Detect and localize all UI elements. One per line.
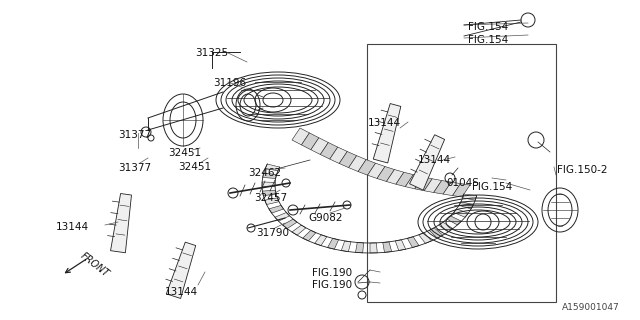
Text: 13144: 13144 bbox=[418, 155, 451, 165]
Text: A159001047: A159001047 bbox=[563, 303, 620, 312]
Polygon shape bbox=[438, 222, 453, 232]
Polygon shape bbox=[328, 238, 339, 249]
Polygon shape bbox=[355, 243, 364, 253]
Polygon shape bbox=[407, 237, 419, 248]
Polygon shape bbox=[315, 235, 327, 245]
Polygon shape bbox=[339, 151, 356, 168]
Polygon shape bbox=[262, 173, 276, 179]
Text: 31377: 31377 bbox=[118, 130, 151, 140]
Polygon shape bbox=[330, 147, 348, 164]
Polygon shape bbox=[349, 156, 366, 172]
Text: FIG.190: FIG.190 bbox=[312, 280, 352, 290]
Text: 32451: 32451 bbox=[168, 148, 201, 158]
Text: FIG.154: FIG.154 bbox=[468, 22, 508, 32]
Text: FIG.190: FIG.190 bbox=[312, 268, 352, 278]
Polygon shape bbox=[262, 182, 275, 187]
Text: FRONT: FRONT bbox=[79, 251, 111, 279]
Text: 0104S: 0104S bbox=[446, 178, 479, 188]
Polygon shape bbox=[292, 225, 306, 235]
Text: 32451: 32451 bbox=[178, 162, 211, 172]
Polygon shape bbox=[367, 163, 385, 179]
Polygon shape bbox=[265, 164, 280, 171]
Polygon shape bbox=[459, 202, 474, 209]
Polygon shape bbox=[387, 170, 404, 184]
Text: 31790: 31790 bbox=[256, 228, 289, 238]
Text: 31325: 31325 bbox=[195, 48, 228, 58]
Text: 32462: 32462 bbox=[248, 168, 281, 178]
Polygon shape bbox=[341, 241, 351, 252]
Text: G9082: G9082 bbox=[308, 213, 342, 223]
Polygon shape bbox=[447, 216, 461, 225]
Polygon shape bbox=[311, 138, 328, 155]
Text: 13144: 13144 bbox=[56, 222, 89, 232]
Polygon shape bbox=[454, 209, 468, 217]
Polygon shape bbox=[111, 194, 131, 253]
Polygon shape bbox=[283, 219, 297, 228]
Polygon shape bbox=[265, 198, 279, 204]
Polygon shape bbox=[405, 175, 423, 189]
Polygon shape bbox=[262, 190, 276, 196]
Polygon shape bbox=[396, 240, 406, 251]
Polygon shape bbox=[410, 135, 445, 190]
Text: 31377: 31377 bbox=[118, 163, 151, 173]
Text: FIG.154: FIG.154 bbox=[468, 35, 508, 45]
Bar bbox=[367, 44, 556, 302]
Text: 13144: 13144 bbox=[368, 118, 401, 128]
Polygon shape bbox=[301, 133, 319, 150]
Text: 32457: 32457 bbox=[254, 193, 287, 203]
Polygon shape bbox=[269, 205, 284, 213]
Text: 31196: 31196 bbox=[213, 78, 246, 88]
Polygon shape bbox=[463, 194, 477, 200]
Polygon shape bbox=[419, 233, 431, 244]
Polygon shape bbox=[292, 128, 310, 145]
Polygon shape bbox=[424, 179, 442, 193]
Text: FIG.150-2: FIG.150-2 bbox=[557, 165, 607, 175]
Polygon shape bbox=[396, 172, 413, 187]
Text: FIG.154: FIG.154 bbox=[472, 182, 512, 192]
Polygon shape bbox=[429, 228, 443, 238]
Polygon shape bbox=[358, 160, 376, 175]
Text: 13144: 13144 bbox=[165, 287, 198, 297]
Polygon shape bbox=[275, 212, 289, 221]
Polygon shape bbox=[303, 230, 316, 241]
Polygon shape bbox=[434, 180, 451, 194]
Polygon shape bbox=[321, 142, 338, 159]
Polygon shape bbox=[373, 104, 401, 163]
Polygon shape bbox=[415, 177, 432, 191]
Polygon shape bbox=[166, 242, 196, 299]
Polygon shape bbox=[452, 184, 470, 197]
Polygon shape bbox=[370, 243, 377, 253]
Polygon shape bbox=[443, 182, 461, 196]
Polygon shape bbox=[383, 242, 392, 252]
Polygon shape bbox=[377, 166, 394, 181]
